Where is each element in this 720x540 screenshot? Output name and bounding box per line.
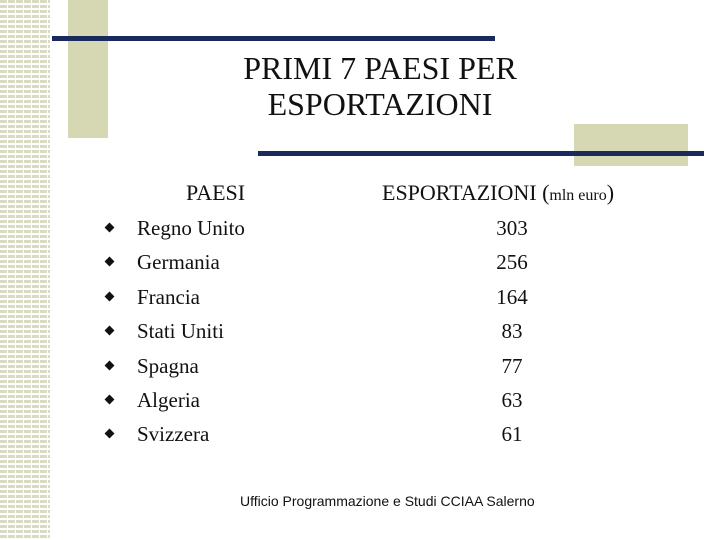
export-value: 83 — [501, 319, 523, 344]
country-name: Spagna — [137, 353, 199, 378]
footer-source: Ufficio Programmazione e Studi CCIAA Sal… — [240, 493, 535, 509]
list-item: Francia 164 — [0, 283, 720, 317]
slide-title-line-2: ESPORTAZIONI — [267, 86, 493, 122]
export-value: 63 — [501, 387, 523, 412]
decorative-middle-rule — [258, 151, 704, 156]
export-value: 61 — [501, 422, 523, 447]
country-name: Svizzera — [137, 422, 210, 447]
country-name: Algeria — [137, 387, 200, 412]
export-value: 77 — [501, 353, 523, 378]
country-name: Francia — [137, 284, 200, 309]
slide-title-line-1: PRIMI 7 PAESI PER — [243, 50, 517, 86]
exports-header-close: ) — [606, 180, 615, 205]
list-item: Regno Unito 303 — [0, 214, 720, 248]
diamond-bullet-icon — [104, 256, 115, 267]
country-name: Stati Uniti — [137, 319, 224, 344]
export-value: 256 — [496, 250, 528, 275]
list-item: Spagna 77 — [0, 352, 720, 386]
diamond-bullet-icon — [104, 222, 115, 233]
diamond-bullet-icon — [104, 291, 115, 302]
decorative-corner-block — [574, 124, 688, 166]
diamond-bullet-icon — [104, 360, 115, 371]
diamond-bullet-icon — [104, 428, 115, 439]
exports-list: Regno Unito 303 Germania 256 Francia 164… — [0, 214, 720, 455]
export-value: 303 — [496, 216, 528, 240]
decorative-stripe-band — [0, 0, 50, 540]
decorative-top-rule — [52, 36, 495, 41]
list-item: Germania 256 — [0, 248, 720, 282]
exports-header-label: ESPORTAZIONI ( — [382, 180, 550, 205]
exports-column-header: ESPORTAZIONI (mln euro) — [382, 180, 614, 209]
country-name: Regno Unito — [137, 216, 245, 240]
slide-title: PRIMI 7 PAESI PER ESPORTAZIONI — [160, 50, 600, 122]
list-item: Stati Uniti 83 — [0, 317, 720, 351]
list-item: Svizzera 61 — [0, 420, 720, 454]
export-value: 164 — [496, 284, 528, 309]
exports-header-unit: mln euro — [549, 187, 607, 204]
decorative-title-block — [68, 0, 108, 138]
diamond-bullet-icon — [104, 394, 115, 405]
country-name: Germania — [137, 250, 220, 275]
diamond-bullet-icon — [104, 325, 115, 336]
list-item: Algeria 63 — [0, 386, 720, 420]
countries-column-header: PAESI — [186, 180, 246, 205]
